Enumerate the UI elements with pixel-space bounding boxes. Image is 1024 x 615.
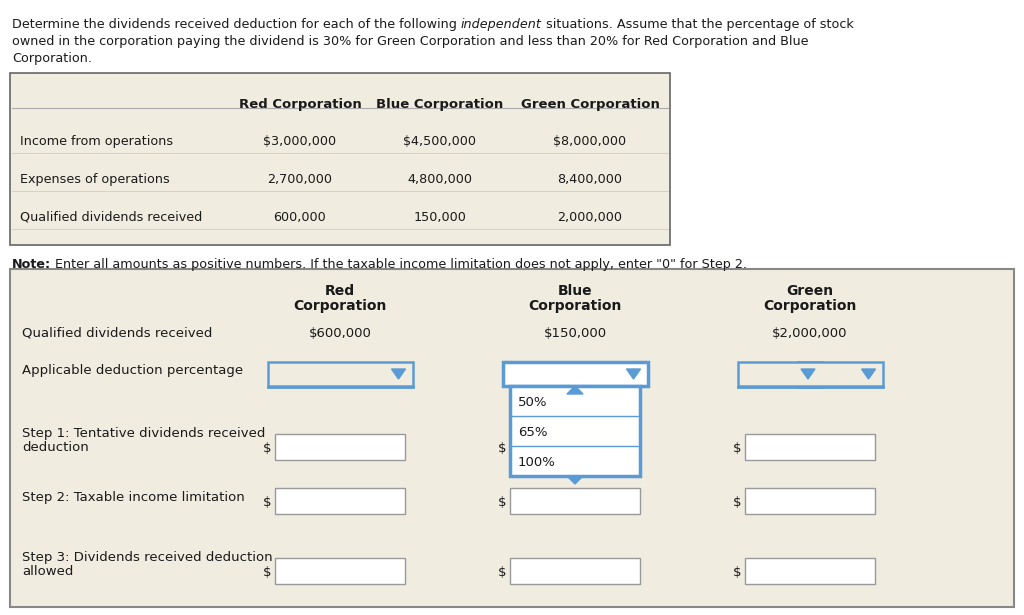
Text: $150,000: $150,000	[544, 327, 606, 340]
Text: $600,000: $600,000	[308, 327, 372, 340]
Text: $: $	[733, 496, 741, 509]
Text: $3,000,000: $3,000,000	[263, 135, 337, 148]
FancyBboxPatch shape	[503, 362, 647, 386]
FancyBboxPatch shape	[745, 558, 874, 584]
Text: Red Corporation: Red Corporation	[239, 98, 361, 111]
Text: 4,800,000: 4,800,000	[408, 173, 472, 186]
Text: 100%: 100%	[518, 456, 556, 469]
Polygon shape	[567, 386, 583, 394]
Text: 150,000: 150,000	[414, 211, 467, 224]
Text: Qualified dividends received: Qualified dividends received	[20, 211, 203, 224]
FancyBboxPatch shape	[10, 73, 670, 245]
FancyBboxPatch shape	[510, 488, 640, 514]
Polygon shape	[861, 369, 876, 379]
Text: $: $	[733, 442, 741, 455]
Text: 65%: 65%	[518, 426, 548, 439]
FancyBboxPatch shape	[275, 488, 406, 514]
Text: $8,000,000: $8,000,000	[553, 135, 627, 148]
Text: Enter all amounts as positive numbers. If the taxable income limitation does not: Enter all amounts as positive numbers. I…	[51, 258, 748, 271]
Text: Red: Red	[325, 284, 355, 298]
Text: Step 2: Taxable income limitation: Step 2: Taxable income limitation	[22, 491, 245, 504]
Text: Green: Green	[786, 284, 834, 298]
Text: $: $	[263, 566, 271, 579]
FancyBboxPatch shape	[737, 362, 883, 386]
Text: 2,000,000: 2,000,000	[557, 211, 623, 224]
Text: Step 1: Tentative dividends received: Step 1: Tentative dividends received	[22, 427, 265, 440]
Text: Blue Corporation: Blue Corporation	[377, 98, 504, 111]
FancyBboxPatch shape	[267, 362, 413, 386]
Text: Applicable deduction percentage: Applicable deduction percentage	[22, 364, 243, 377]
Text: $: $	[498, 442, 507, 455]
Text: $: $	[263, 496, 271, 509]
FancyBboxPatch shape	[275, 434, 406, 460]
Text: Corporation: Corporation	[528, 299, 622, 313]
FancyBboxPatch shape	[510, 386, 640, 476]
Text: Step 3: Dividends received deduction: Step 3: Dividends received deduction	[22, 551, 272, 564]
Text: deduction: deduction	[22, 441, 89, 454]
Text: Corporation: Corporation	[293, 299, 387, 313]
Text: Expenses of operations: Expenses of operations	[20, 173, 170, 186]
Text: 2,700,000: 2,700,000	[267, 173, 333, 186]
Polygon shape	[627, 369, 640, 379]
FancyBboxPatch shape	[510, 558, 640, 584]
Polygon shape	[391, 369, 406, 379]
Text: 600,000: 600,000	[273, 211, 327, 224]
Text: $2,000,000: $2,000,000	[772, 327, 848, 340]
Text: Blue: Blue	[558, 284, 592, 298]
Text: $: $	[733, 566, 741, 579]
FancyBboxPatch shape	[745, 434, 874, 460]
Text: 8,400,000: 8,400,000	[557, 173, 623, 186]
Text: Corporation.: Corporation.	[12, 52, 92, 65]
FancyBboxPatch shape	[10, 269, 1014, 607]
Text: $4,500,000: $4,500,000	[403, 135, 476, 148]
FancyBboxPatch shape	[510, 434, 640, 460]
Text: Income from operations: Income from operations	[20, 135, 173, 148]
Text: $: $	[498, 566, 507, 579]
FancyBboxPatch shape	[275, 558, 406, 584]
Polygon shape	[801, 369, 815, 379]
Text: $: $	[263, 442, 271, 455]
FancyBboxPatch shape	[745, 488, 874, 514]
Text: owned in the corporation paying the dividend is 30% for Green Corporation and le: owned in the corporation paying the divi…	[12, 35, 809, 48]
Text: situations. Assume that the percentage of stock: situations. Assume that the percentage o…	[542, 18, 853, 31]
Text: $: $	[498, 496, 507, 509]
Text: Qualified dividends received: Qualified dividends received	[22, 327, 212, 340]
Text: Determine the dividends received deduction for each of the following: Determine the dividends received deducti…	[12, 18, 461, 31]
Text: Note:: Note:	[12, 258, 51, 271]
Text: independent: independent	[461, 18, 542, 31]
Polygon shape	[567, 476, 583, 484]
Text: allowed: allowed	[22, 565, 74, 578]
Text: Green Corporation: Green Corporation	[520, 98, 659, 111]
Text: Corporation: Corporation	[763, 299, 857, 313]
Text: 50%: 50%	[518, 396, 548, 409]
FancyBboxPatch shape	[798, 362, 822, 386]
